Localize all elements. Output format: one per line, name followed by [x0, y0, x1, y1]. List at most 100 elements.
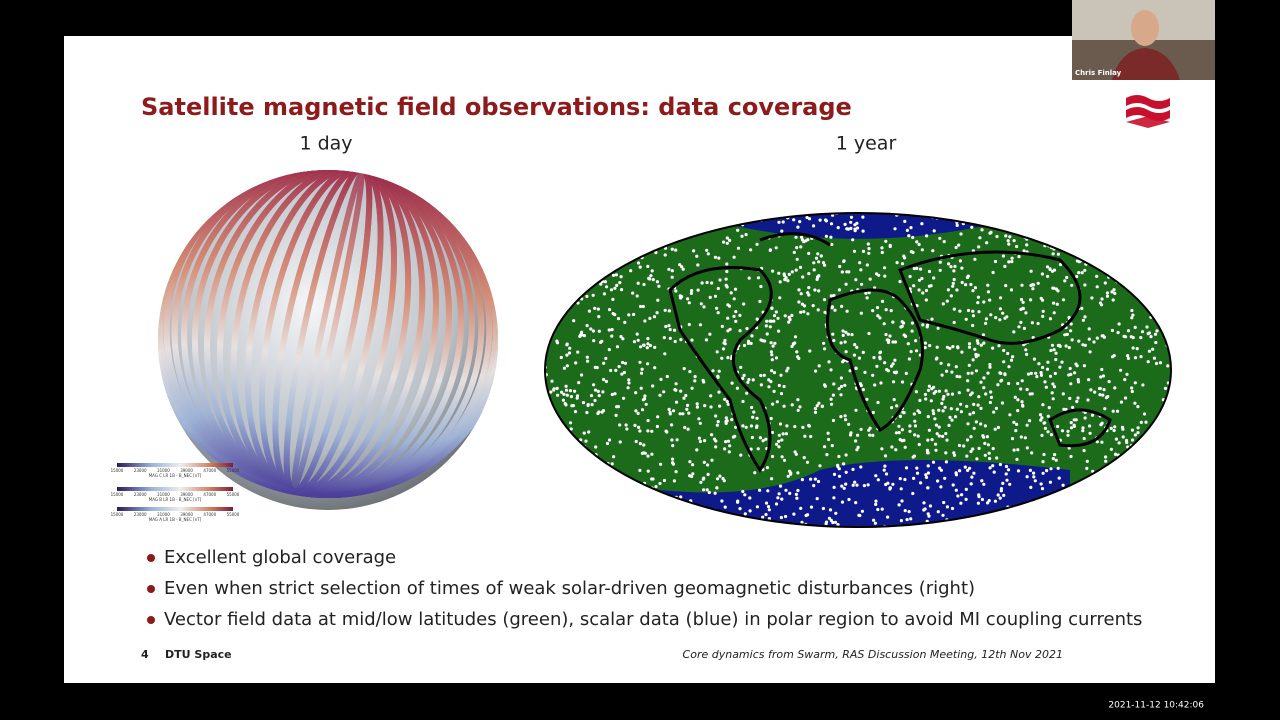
observation-dot	[779, 392, 784, 396]
observation-dot	[632, 340, 637, 344]
observation-dot	[892, 370, 897, 374]
observation-dot	[778, 280, 782, 284]
observation-dot	[944, 460, 949, 464]
observation-dot	[1052, 311, 1056, 315]
observation-dot	[1034, 371, 1038, 375]
observation-dot	[769, 416, 773, 421]
observation-dot	[652, 315, 657, 319]
observation-dot	[758, 436, 763, 440]
observation-dot	[1105, 291, 1109, 295]
observation-dot	[686, 427, 690, 431]
observation-dot	[1083, 343, 1087, 347]
observation-dot	[1119, 400, 1124, 404]
observation-dot	[939, 361, 943, 365]
observation-dot	[794, 492, 799, 496]
observation-dot	[636, 411, 640, 415]
observation-dot	[646, 342, 650, 346]
colorbar-tick: 47000	[203, 492, 216, 497]
observation-dot	[969, 435, 973, 439]
observation-dot	[825, 453, 829, 457]
observation-dot	[978, 236, 982, 240]
observation-dot	[646, 419, 650, 423]
observation-dot	[821, 261, 826, 265]
observation-dot	[585, 410, 589, 415]
observation-dot	[975, 457, 979, 461]
observation-dot	[954, 365, 958, 369]
observation-dot	[946, 392, 950, 396]
observation-dot	[932, 385, 936, 389]
observation-dot	[884, 472, 889, 476]
observation-dot	[682, 367, 686, 371]
observation-dot	[1099, 303, 1104, 307]
observation-dot	[759, 284, 763, 289]
observation-dot	[837, 288, 842, 292]
observation-dot	[674, 382, 678, 386]
observation-dot	[667, 407, 671, 411]
observation-dot	[872, 356, 876, 360]
observation-dot	[991, 447, 995, 451]
observation-dot	[816, 252, 820, 256]
observation-dot	[934, 357, 939, 361]
observation-dot	[922, 501, 926, 505]
observation-dot	[671, 461, 675, 465]
observation-dot	[726, 439, 731, 443]
colorbar-tick: 23000	[134, 492, 147, 497]
observation-dot	[1031, 336, 1035, 340]
observation-dot	[1090, 296, 1094, 300]
observation-dot	[735, 386, 740, 390]
observation-dot	[778, 296, 782, 300]
observation-dot	[823, 310, 827, 314]
observation-dot	[954, 471, 958, 475]
observation-dot	[903, 477, 907, 482]
observation-dot	[1095, 274, 1099, 278]
observation-dot	[926, 512, 930, 516]
observation-dot	[593, 365, 597, 369]
observation-dot	[615, 283, 619, 287]
observation-dot	[888, 244, 892, 249]
observation-dot	[1110, 328, 1114, 333]
observation-dot	[599, 282, 603, 286]
observation-dot	[999, 296, 1003, 300]
observation-dot	[1043, 421, 1047, 425]
observation-dot	[616, 317, 621, 321]
observation-dot	[765, 332, 769, 336]
colorbar-tick: 55000	[227, 468, 240, 473]
observation-dot	[759, 383, 764, 387]
observation-dot	[730, 418, 734, 422]
observation-dot	[720, 499, 724, 503]
observation-dot	[945, 438, 949, 442]
observation-dot	[987, 499, 991, 503]
observation-dot	[646, 337, 650, 341]
observation-dot	[883, 464, 887, 468]
observation-dot	[801, 275, 805, 279]
observation-dot	[996, 493, 1000, 497]
observation-dot	[799, 310, 803, 314]
observation-dot	[743, 493, 747, 497]
observation-dot	[1104, 459, 1108, 463]
observation-dot	[851, 483, 855, 487]
observation-dot	[914, 339, 918, 343]
observation-dot	[691, 472, 695, 476]
observation-dot	[1058, 263, 1063, 267]
observation-dot	[853, 227, 857, 231]
observation-dot	[1025, 352, 1029, 356]
observation-dot	[943, 405, 947, 409]
observation-dot	[1113, 291, 1117, 295]
observation-dot	[562, 366, 567, 370]
observation-dot	[989, 395, 994, 399]
observation-dot	[690, 474, 694, 479]
observation-dot	[1136, 405, 1140, 409]
observation-dot	[713, 294, 718, 298]
observation-dot	[1025, 446, 1029, 450]
observation-dot	[764, 512, 768, 517]
observation-dot	[1142, 412, 1147, 416]
observation-dot	[722, 479, 726, 483]
observation-dot	[1056, 466, 1060, 470]
observation-dot	[790, 344, 794, 349]
observation-dot	[782, 458, 787, 462]
observation-dot	[908, 424, 912, 428]
observation-dot	[897, 503, 901, 507]
observation-dot	[649, 274, 653, 278]
observation-dot	[780, 229, 784, 233]
observation-dot	[944, 451, 948, 455]
